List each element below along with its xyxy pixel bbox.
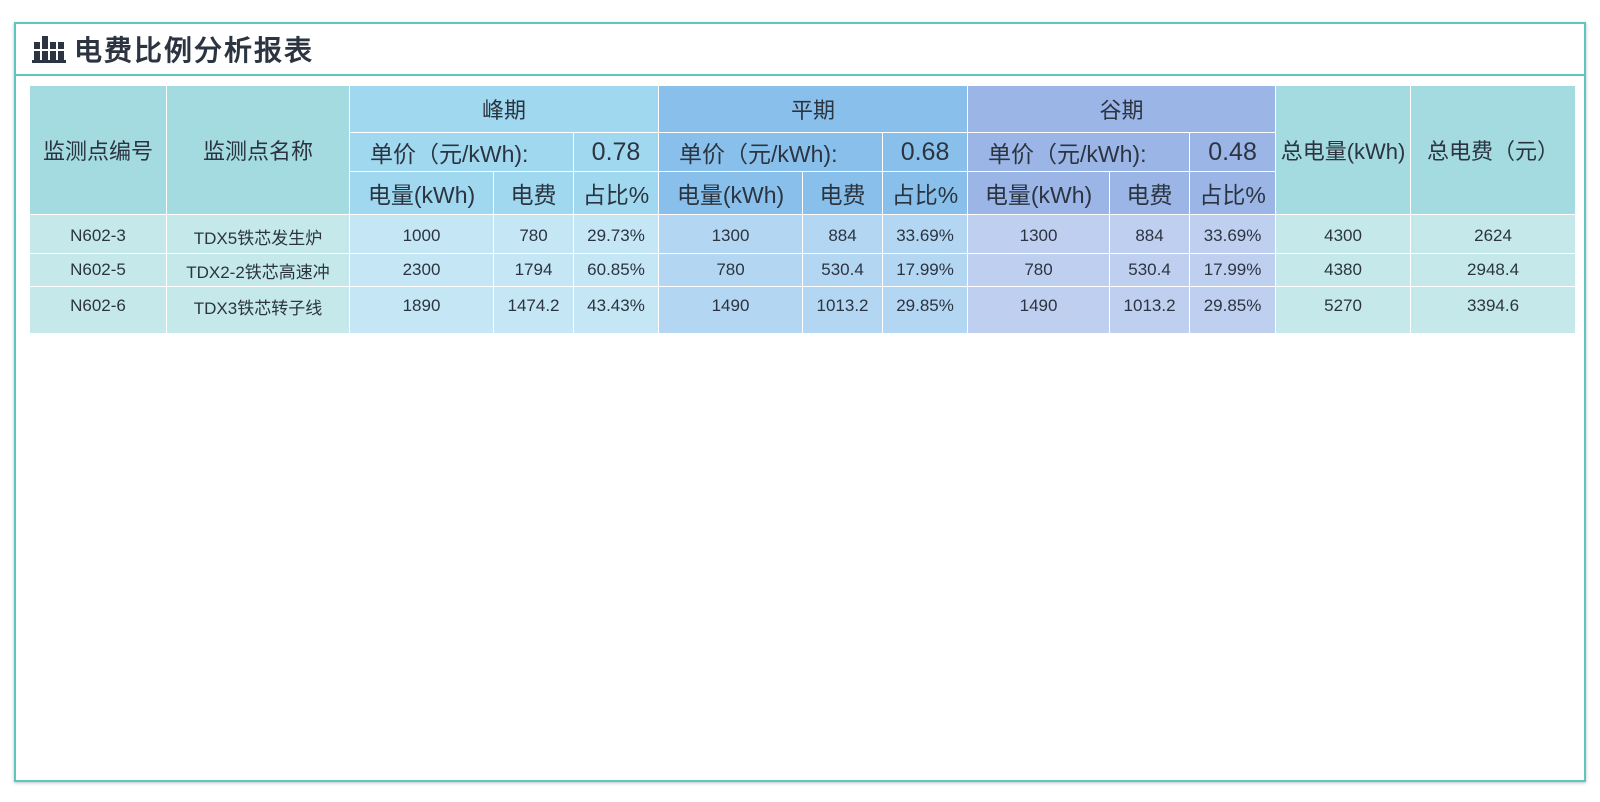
cell-point-name: TDX3铁芯转子线 (166, 286, 350, 334)
peak-cost-header: 电费 (493, 171, 574, 215)
cell-point-name: TDX5铁芯发生炉 (166, 214, 350, 254)
cell-valley-energy: 1300 (967, 214, 1111, 254)
valley-unit-price-label: 单价（元/kWh): (967, 132, 1191, 172)
peak-unit-price: 0.78 (572, 132, 660, 172)
cell-peak-energy: 2300 (349, 253, 494, 287)
bar-chart-icon (32, 36, 66, 63)
peak-unit-price-label: 单价（元/kWh): (349, 132, 574, 172)
header-peak: 峰期 (348, 85, 660, 133)
flat-cost-header: 电费 (802, 171, 884, 215)
cell-peak-energy: 1890 (349, 286, 494, 334)
valley-unit-price: 0.48 (1189, 132, 1277, 172)
header-total-energy: 总电量(kWh) (1275, 85, 1412, 215)
cell-valley-cost: 530.4 (1109, 253, 1191, 287)
cell-peak-energy: 1000 (349, 214, 494, 254)
cell-total-energy: 4300 (1275, 214, 1412, 254)
cell-point-id: N602-5 (29, 253, 167, 287)
cell-flat-cost: 530.4 (802, 253, 884, 287)
flat-ratio-header: 占比% (882, 171, 969, 215)
cell-valley-energy: 1490 (967, 286, 1111, 334)
cell-flat-energy: 780 (658, 253, 804, 287)
cell-flat-ratio: 17.99% (882, 253, 969, 287)
cell-valley-ratio: 29.85% (1189, 286, 1277, 334)
cell-valley-cost: 1013.2 (1109, 286, 1191, 334)
cell-flat-ratio: 33.69% (882, 214, 969, 254)
cell-flat-energy: 1490 (658, 286, 804, 334)
cell-flat-cost: 884 (802, 214, 884, 254)
page-title: 电费比例分析报表 (74, 34, 315, 67)
flat-energy-header: 电量(kWh) (658, 171, 804, 215)
cell-peak-cost: 780 (493, 214, 574, 254)
cell-valley-cost: 884 (1109, 214, 1191, 254)
cell-point-name: TDX2-2铁芯高速冲 (166, 253, 350, 287)
cell-peak-ratio: 29.73% (572, 214, 660, 254)
cell-flat-ratio: 29.85% (882, 286, 969, 334)
cell-peak-ratio: 43.43% (572, 286, 660, 334)
header-total-cost: 总电费（元） (1410, 85, 1577, 215)
cell-valley-energy: 780 (967, 253, 1111, 287)
cell-total-cost: 2624 (1410, 214, 1577, 254)
peak-energy-header: 电量(kWh) (349, 171, 494, 215)
table-row: N602-5 TDX2-2铁芯高速冲 2300 1794 60.85% 780 … (29, 253, 1577, 287)
cell-total-energy: 4380 (1275, 253, 1412, 287)
title-bar: 电费比例分析报表 (16, 24, 1584, 76)
cell-peak-cost: 1474.2 (493, 286, 574, 334)
flat-unit-price-label: 单价（元/kWh): (658, 132, 884, 172)
header-point-name: 监测点名称 (166, 85, 350, 215)
cell-point-id: N602-3 (29, 214, 167, 254)
valley-cost-header: 电费 (1109, 171, 1191, 215)
cell-total-energy: 5270 (1275, 286, 1412, 334)
cell-total-cost: 3394.6 (1410, 286, 1577, 334)
header-flat: 平期 (658, 85, 969, 133)
cell-valley-ratio: 33.69% (1189, 214, 1277, 254)
cell-peak-ratio: 60.85% (572, 253, 660, 287)
table-row: N602-3 TDX5铁芯发生炉 1000 780 29.73% 1300 88… (29, 214, 1577, 254)
cell-flat-energy: 1300 (658, 214, 804, 254)
cell-peak-cost: 1794 (493, 253, 574, 287)
valley-ratio-header: 占比% (1189, 171, 1277, 215)
cell-valley-ratio: 17.99% (1189, 253, 1277, 287)
table-row: N602-6 TDX3铁芯转子线 1890 1474.2 43.43% 1490… (29, 286, 1577, 334)
report-panel: 电费比例分析报表 监测点编号 监测点名称 峰期 平期 谷期 总电量(kWh) 总… (14, 22, 1586, 782)
cost-ratio-table: 监测点编号 监测点名称 峰期 平期 谷期 总电量(kWh) 总电费（元） 单价（… (29, 85, 1577, 334)
header-point-id: 监测点编号 (29, 85, 167, 215)
cell-flat-cost: 1013.2 (802, 286, 884, 334)
peak-ratio-header: 占比% (572, 171, 660, 215)
cell-total-cost: 2948.4 (1410, 253, 1577, 287)
valley-energy-header: 电量(kWh) (967, 171, 1111, 215)
cell-point-id: N602-6 (29, 286, 167, 334)
header-valley: 谷期 (967, 85, 1277, 133)
flat-unit-price: 0.68 (882, 132, 969, 172)
